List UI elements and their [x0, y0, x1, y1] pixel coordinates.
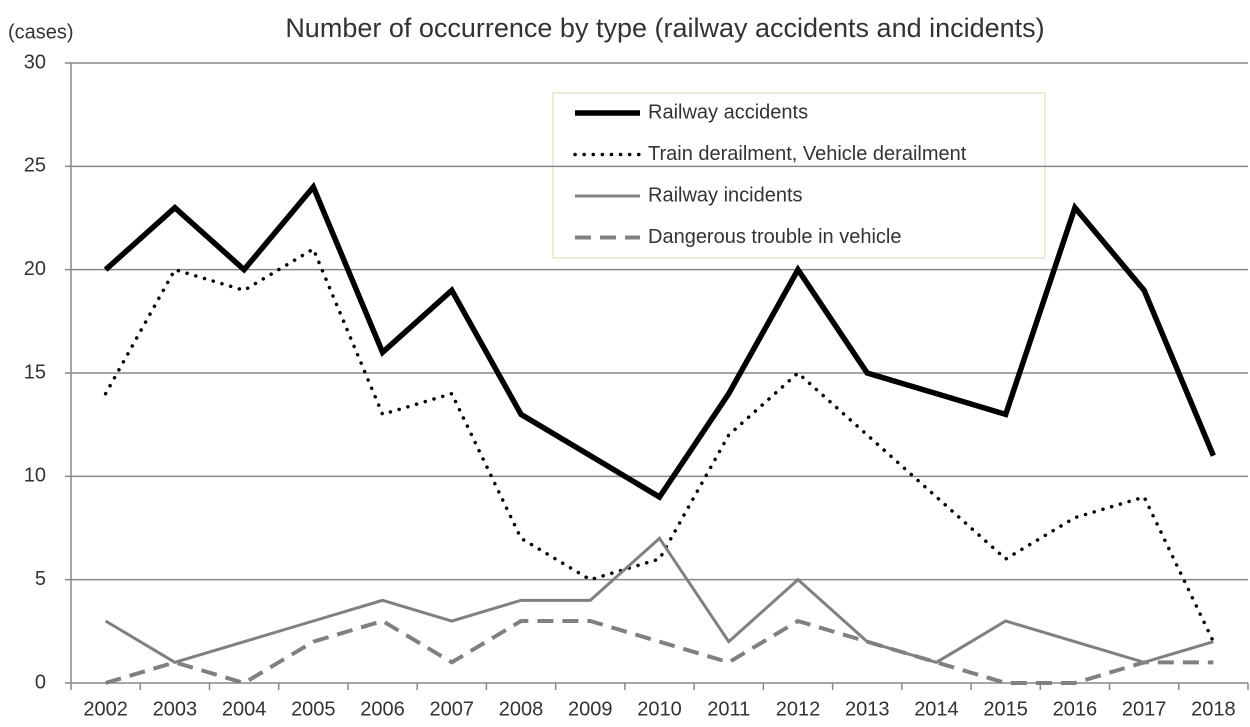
x-tick-label: 2007: [430, 698, 475, 720]
x-tick-label: 2011: [707, 698, 750, 720]
x-tick-label: 2005: [291, 698, 336, 720]
chart-title: Number of occurrence by type (railway ac…: [285, 13, 1044, 43]
legend-label: Dangerous trouble in vehicle: [648, 226, 902, 248]
y-tick-label: 5: [35, 568, 46, 590]
y-tick-label: 20: [24, 258, 46, 280]
series-line: [104, 536, 1214, 664]
series-line: [105, 618, 1214, 686]
x-tick-label: 2006: [360, 698, 405, 720]
legend-box: [552, 92, 1046, 259]
x-tick-label: 2014: [914, 698, 959, 720]
legend-label: Train derailment, Vehicle derailment: [648, 143, 967, 165]
x-tick-label: 2010: [637, 698, 682, 720]
x-tick-label: 2012: [776, 698, 821, 720]
y-tick-label: 30: [24, 51, 46, 73]
x-tick-label: 2013: [845, 698, 890, 720]
legend-label: Railway incidents: [648, 184, 803, 206]
y-tick-label: 10: [24, 465, 46, 487]
x-tick-label: 2018: [1191, 698, 1236, 720]
legend-label: Railway accidents: [648, 101, 808, 123]
y-tick-label: 15: [24, 361, 46, 383]
series-line: [103, 246, 1216, 644]
x-tick-label: 2004: [222, 698, 267, 720]
x-tick-label: 2002: [83, 698, 128, 720]
x-tick-label: 2016: [1053, 698, 1098, 720]
x-tick-label: 2003: [153, 698, 198, 720]
x-tick-label: 2017: [1122, 698, 1167, 720]
series-line: [103, 181, 1216, 501]
x-tick-label: 2008: [499, 698, 544, 720]
y-tick-label: 0: [35, 671, 46, 693]
x-tick-label: 2009: [568, 698, 613, 720]
y-axis-label: (cases): [8, 21, 74, 43]
y-tick-label: 25: [24, 155, 46, 177]
x-tick-label: 2015: [983, 698, 1028, 720]
